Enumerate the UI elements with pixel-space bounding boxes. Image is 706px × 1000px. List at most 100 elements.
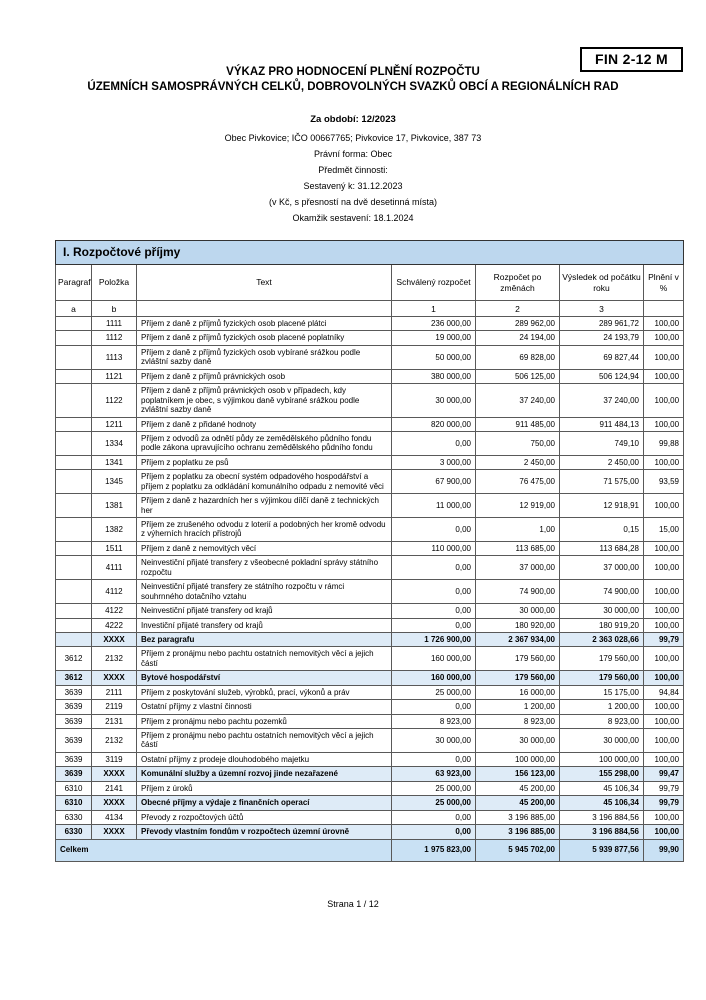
- cell-plneni: 100,00: [642, 617, 685, 633]
- cell-vysledek: 0,15: [559, 517, 644, 542]
- summary-row: 6330 XXXX Převody vlastním fondům v rozpoč…: [55, 824, 685, 840]
- cell-polozka: 4111: [91, 555, 137, 581]
- cell-schvaleny-rozpocet: 0,00: [391, 555, 476, 581]
- cell-vysledek: 289 961,72: [559, 315, 644, 332]
- cell-vysledek: 179 560,00: [559, 646, 644, 672]
- cell-paragraf: [55, 579, 92, 605]
- cell-rozpocet-po-zmenach: 45 200,00: [475, 795, 560, 811]
- cell-polozka: XXXX: [91, 795, 137, 811]
- cell-schvaleny-rozpocet: 0,00: [391, 617, 476, 633]
- cell-paragraf: [55, 603, 92, 619]
- cell-paragraf: [55, 383, 92, 418]
- cell-text: Obecné příjmy a výdaje z finančních oper…: [136, 795, 392, 811]
- cell-schvaleny-rozpocet: 380 000,00: [391, 368, 476, 385]
- cell-vysledek: 2 450,00: [559, 454, 644, 471]
- column-header-row: Paragraf Položka Text Schválený rozpočet…: [55, 264, 685, 301]
- cell-text: Převody vlastním fondům v rozpočtech úze…: [136, 824, 392, 840]
- col-header-text: Text: [136, 264, 392, 301]
- cell-polozka: 4134: [91, 809, 137, 826]
- cell-text: Převody z rozpočtových účtů: [136, 809, 392, 826]
- cell-polozka: 1113: [91, 344, 137, 370]
- cell-paragraf: 3639: [55, 713, 92, 730]
- cell-plneni: 94,84: [642, 684, 685, 701]
- cell-rozpocet-po-zmenach: 2 367 934,00: [475, 631, 560, 648]
- cell-polozka: 2132: [91, 646, 137, 672]
- cell-plneni: 99,90: [642, 838, 685, 862]
- col-header-paragraf: Paragraf: [55, 264, 92, 301]
- cell-plneni: 100,00: [642, 540, 685, 557]
- cell-text: Investiční přijaté transfery od krajů: [136, 617, 392, 633]
- subheader-3: 3: [559, 300, 644, 317]
- cell-polozka: XXXX: [91, 670, 137, 686]
- cell-vysledek: 180 919,20: [559, 617, 644, 633]
- cell-schvaleny-rozpocet: 0,00: [391, 824, 476, 840]
- cell-paragraf: [55, 469, 92, 495]
- cell-rozpocet-po-zmenach: 37 000,00: [475, 555, 560, 581]
- cell-polozka: 2131: [91, 713, 137, 730]
- cell-schvaleny-rozpocet: 160 000,00: [391, 670, 476, 686]
- cell-paragraf: 3639: [55, 766, 92, 782]
- compiled-to-line: Sestavený k: 31.12.2023: [303, 181, 403, 191]
- cell-rozpocet-po-zmenach: 1 200,00: [475, 699, 560, 715]
- subheader-a: a: [55, 300, 92, 317]
- cell-schvaleny-rozpocet: 0,00: [391, 809, 476, 826]
- cell-plneni: 100,00: [642, 383, 685, 418]
- cell-paragraf: [55, 454, 92, 471]
- cell-schvaleny-rozpocet: 30 000,00: [391, 383, 476, 418]
- cell-text: Neinvestiční přijaté transfery ze státní…: [136, 579, 392, 605]
- table-row: 1341 Příjem z poplatku ze psů 3 000,00 2 45…: [55, 454, 685, 471]
- cell-vysledek: 749,10: [559, 430, 644, 456]
- cell-paragraf: [55, 631, 92, 648]
- cell-plneni: 100,00: [642, 315, 685, 332]
- legal-form-line: Právní forma: Obec: [313, 149, 393, 159]
- cell-text: Příjem z daně z hazardních her s výjimko…: [136, 493, 392, 518]
- cell-vysledek: 69 827,44: [559, 344, 644, 370]
- document-title-line2: ÚZEMNÍCH SAMOSPRÁVNÝCH CELKŮ, DOBROVOLNÝ…: [87, 81, 619, 93]
- cell-plneni: 100,00: [642, 646, 685, 672]
- precision-note-line: (v Kč, s přesností na dvě desetinná míst…: [268, 197, 438, 207]
- cell-rozpocet-po-zmenach: 1,00: [475, 517, 560, 542]
- cell-polozka: 1112: [91, 330, 137, 346]
- cell-plneni: 100,00: [642, 670, 685, 686]
- table-body: 1111 Příjem z daně z příjmů fyzických oso…: [55, 315, 685, 862]
- cell-text: Příjem z daně z příjmů právnických osob …: [136, 383, 392, 418]
- table-row: 1111 Příjem z daně z příjmů fyzických oso…: [55, 315, 685, 332]
- subheader-text: [136, 300, 392, 317]
- table-row: 3639 2119 Ostatní příjmy z vlastní činnost…: [55, 699, 685, 715]
- cell-text: Bytové hospodářství: [136, 670, 392, 686]
- cell-polozka: 1122: [91, 383, 137, 418]
- cell-polozka: 2141: [91, 780, 137, 797]
- cell-text: Neinvestiční přijaté transfery od krajů: [136, 603, 392, 619]
- cell-polozka: 4222: [91, 617, 137, 633]
- subheader-1: 1: [391, 300, 476, 317]
- cell-paragraf: 3639: [55, 751, 92, 768]
- col-header-schvaleny-rozpocet: Schválený rozpočet: [391, 264, 476, 301]
- cell-schvaleny-rozpocet: 67 900,00: [391, 469, 476, 495]
- table-row: 1382 Příjem ze zrušeného odvodu z loterií…: [55, 517, 685, 542]
- cell-polozka: 1511: [91, 540, 137, 557]
- cell-rozpocet-po-zmenach: 3 196 885,00: [475, 824, 560, 840]
- cell-text: Příjem z odvodů za odnětí půdy ze zemědě…: [136, 430, 392, 456]
- cell-vysledek: 155 298,00: [559, 766, 644, 782]
- cell-paragraf: 6330: [55, 809, 92, 826]
- cell-schvaleny-rozpocet: 0,00: [391, 430, 476, 456]
- document-meta: Obec Pivkovice; IČO 00667765; Pivkovice …: [0, 130, 706, 226]
- total-row: Celkem 1 975 823,00 5 945 702,00 5 939 877,…: [55, 838, 685, 862]
- cell-vysledek: 45 106,34: [559, 780, 644, 797]
- cell-schvaleny-rozpocet: 11 000,00: [391, 493, 476, 518]
- cell-rozpocet-po-zmenach: 289 962,00: [475, 315, 560, 332]
- cell-plneni: 100,00: [642, 751, 685, 768]
- cell-plneni: 15,00: [642, 517, 685, 542]
- cell-text: Neinvestiční přijaté transfery z všeobec…: [136, 555, 392, 581]
- col-header-plneni: Plnění v %: [642, 264, 685, 301]
- activity-line: Předmět činnosti:: [318, 165, 388, 175]
- cell-paragraf: [55, 430, 92, 456]
- cell-text: Příjem ze zrušeného odvodu z loterií a p…: [136, 517, 392, 542]
- cell-rozpocet-po-zmenach: 30 000,00: [475, 728, 560, 753]
- cell-rozpocet-po-zmenach: 37 240,00: [475, 383, 560, 418]
- table-row: 4111 Neinvestiční přijaté transfery z vše…: [55, 555, 685, 581]
- cell-plneni: 99,88: [642, 430, 685, 456]
- cell-polozka: 1381: [91, 493, 137, 518]
- cell-polozka: 1121: [91, 368, 137, 385]
- cell-schvaleny-rozpocet: 0,00: [391, 699, 476, 715]
